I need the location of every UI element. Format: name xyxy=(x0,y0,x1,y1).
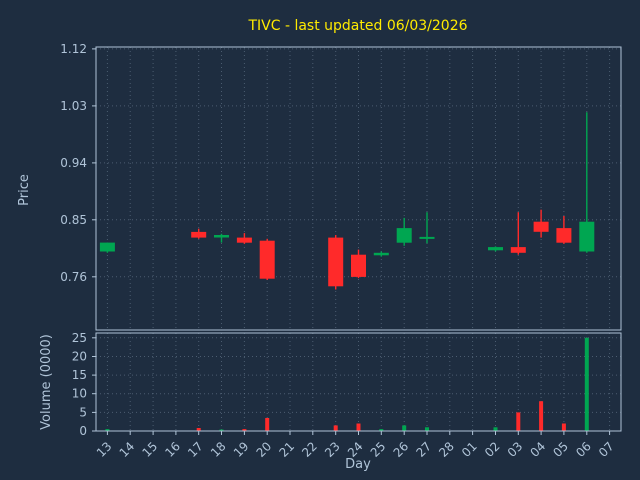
candle-body-26 xyxy=(396,228,412,243)
day-tick-label: 05 xyxy=(550,439,571,460)
day-tick-label: 14 xyxy=(117,439,138,460)
day-tick-label: 26 xyxy=(391,439,412,460)
candle-body-02 xyxy=(488,247,503,251)
day-tick-label: 04 xyxy=(528,439,549,460)
volume-bar-13 xyxy=(105,429,110,431)
candle-body-24 xyxy=(351,254,366,277)
candle-body-18 xyxy=(214,235,229,238)
candle-body-27 xyxy=(419,236,435,239)
day-tick-label: 28 xyxy=(436,439,457,460)
volume-bar-06 xyxy=(584,337,589,431)
volume-bar-19 xyxy=(242,429,247,431)
volume-tick-label: 20 xyxy=(72,350,87,364)
chart-title: TIVC - last updated 06/03/2026 xyxy=(247,18,467,34)
volume-tick-label: 0 xyxy=(79,424,87,438)
day-tick-label: 16 xyxy=(162,439,183,460)
candle-body-23 xyxy=(328,237,344,287)
price-tick-label: 0.85 xyxy=(60,213,87,227)
volume-bar-02 xyxy=(493,427,498,431)
day-tick-label: 07 xyxy=(596,439,617,460)
candle-body-05 xyxy=(556,228,572,243)
price-axis-label: Price xyxy=(17,174,32,206)
volume-tick-label: 15 xyxy=(72,368,87,382)
day-tick-label: 02 xyxy=(482,439,503,460)
candle-body-17 xyxy=(191,231,207,238)
day-tick-label: 23 xyxy=(322,439,343,460)
volume-bar-03 xyxy=(516,412,521,431)
volume-bar-24 xyxy=(356,423,361,431)
price-tick-label: 1.03 xyxy=(60,99,87,113)
day-tick-label: 17 xyxy=(185,439,206,460)
day-tick-label: 01 xyxy=(459,439,480,460)
price-tick-label: 0.94 xyxy=(60,156,87,170)
volume-bar-23 xyxy=(333,425,338,431)
volume-bar-20 xyxy=(265,418,270,431)
candle-body-03 xyxy=(510,247,526,253)
day-tick-label: 13 xyxy=(94,439,115,460)
price-plot-border xyxy=(95,46,622,331)
day-tick-label: 06 xyxy=(573,439,594,460)
volume-bar-18 xyxy=(219,429,224,431)
volume-bar-17 xyxy=(196,428,201,431)
candle-body-20 xyxy=(259,240,275,279)
day-tick-label: 03 xyxy=(505,439,526,460)
candle-body-06 xyxy=(579,221,595,252)
x-axis-label: Day xyxy=(345,457,371,472)
day-tick-label: 20 xyxy=(254,439,275,460)
day-tick-label: 18 xyxy=(208,439,229,460)
candle-body-13 xyxy=(99,242,115,252)
day-tick-label: 19 xyxy=(231,439,252,460)
volume-bar-26 xyxy=(402,425,407,431)
day-tick-label: 15 xyxy=(140,439,161,460)
day-tick-label: 22 xyxy=(299,439,320,460)
price-tick-label: 1.12 xyxy=(60,42,87,56)
volume-bar-25 xyxy=(379,429,384,431)
volume-bar-05 xyxy=(561,423,566,431)
price-tick-label: 0.76 xyxy=(60,270,87,284)
candle-body-04 xyxy=(533,221,549,232)
day-tick-label: 21 xyxy=(276,439,297,460)
volume-bar-27 xyxy=(425,427,429,431)
day-tick-label: 27 xyxy=(413,439,434,460)
candle-body-25 xyxy=(373,252,389,256)
volume-bar-04 xyxy=(539,401,544,431)
volume-tick-label: 5 xyxy=(79,405,87,419)
volume-axis-label: Volume (0000) xyxy=(39,334,54,430)
volume-tick-label: 10 xyxy=(72,387,87,401)
candle-body-19 xyxy=(236,237,252,243)
volume-tick-label: 25 xyxy=(72,331,87,345)
